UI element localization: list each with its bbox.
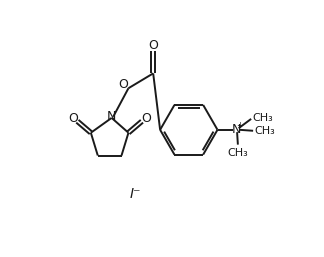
Text: N: N: [232, 123, 241, 136]
Text: +: +: [237, 121, 243, 130]
Text: N: N: [107, 111, 116, 123]
Text: O: O: [119, 78, 128, 91]
Text: CH₃: CH₃: [254, 126, 275, 136]
Text: O: O: [68, 112, 78, 125]
Text: I⁻: I⁻: [130, 187, 141, 201]
Text: O: O: [148, 39, 158, 52]
Text: O: O: [141, 112, 151, 125]
Text: CH₃: CH₃: [227, 148, 248, 158]
Text: CH₃: CH₃: [252, 113, 273, 123]
